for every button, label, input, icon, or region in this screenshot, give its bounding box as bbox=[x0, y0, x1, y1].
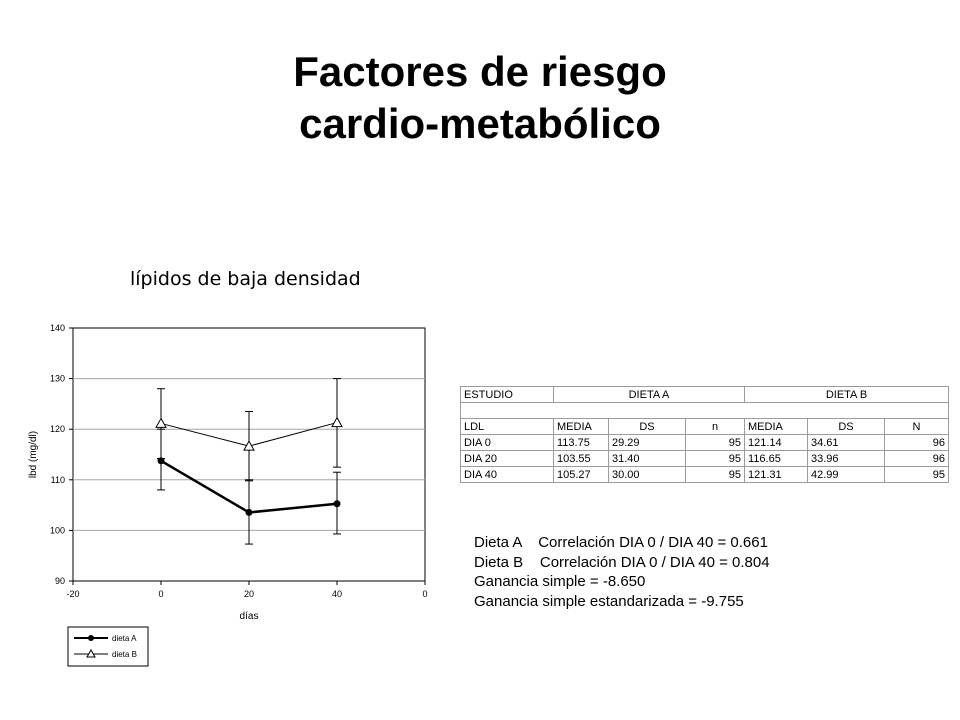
data-point-dieta-a bbox=[333, 500, 341, 508]
table-col-ds-b: DS bbox=[807, 418, 885, 435]
legend-marker-dieta-b bbox=[86, 648, 96, 658]
table-header-row: ESTUDIO DIETA A DIETA B bbox=[460, 386, 949, 403]
table-cell: 103.55 bbox=[553, 450, 609, 467]
table-cell: 31.40 bbox=[608, 450, 686, 467]
table-column-row: LDL MEDIA DS n MEDIA DS N bbox=[460, 418, 949, 435]
x-tick-label: 0 bbox=[158, 589, 163, 599]
y-tick-label: 100 bbox=[50, 525, 65, 535]
legend-label: dieta B bbox=[112, 650, 137, 659]
x-tick-label: 0 bbox=[422, 589, 427, 599]
y-tick-label: 120 bbox=[50, 424, 65, 434]
table-cell: DIA 0 bbox=[460, 434, 554, 451]
table-cell: 95 bbox=[884, 466, 949, 483]
y-axis-title: lbd (mg/dl) bbox=[28, 431, 39, 478]
table-header-dieta-b: DIETA B bbox=[744, 386, 949, 403]
y-tick-label: 140 bbox=[50, 323, 65, 333]
data-point-dieta-a bbox=[157, 457, 165, 465]
table-cell: 30.00 bbox=[608, 466, 686, 483]
table-col-ds-a: DS bbox=[608, 418, 686, 435]
legend-label: dieta A bbox=[112, 634, 137, 643]
table-row: DIA 0 113.75 29.29 95 121.14 34.61 96 bbox=[460, 434, 949, 451]
table-cell: 121.14 bbox=[744, 434, 808, 451]
chart-title: lípidos de baja densidad bbox=[130, 268, 361, 290]
slide-title-line-1: Factores de riesgo bbox=[293, 48, 667, 95]
x-axis-title: días bbox=[240, 611, 259, 622]
table-col-ldl: LDL bbox=[460, 418, 554, 435]
ldl-summary-table: ESTUDIO DIETA A DIETA B LDL MEDIA DS n M… bbox=[460, 386, 949, 483]
data-point-dieta-b bbox=[155, 417, 167, 428]
table-col-n-b: N bbox=[884, 418, 949, 435]
x-tick-label: 20 bbox=[244, 589, 254, 599]
table-header-estudio: ESTUDIO bbox=[460, 386, 554, 403]
stats-line-ganancia: Ganancia simple = -8.650 bbox=[474, 573, 646, 590]
table-cell: DIA 40 bbox=[460, 466, 554, 483]
stats-line-dieta-b: Dieta B Correlación DIA 0 / DIA 40 = 0.8… bbox=[474, 553, 770, 571]
x-tick-label: -20 bbox=[66, 589, 79, 599]
table-cell: 29.29 bbox=[608, 434, 686, 451]
table-spacer-row bbox=[460, 402, 949, 419]
table-col-media-a: MEDIA bbox=[553, 418, 609, 435]
stats-line-dieta-a: Dieta A Correlación DIA 0 / DIA 40 = 0.6… bbox=[474, 534, 768, 551]
table-cell: DIA 20 bbox=[460, 450, 554, 467]
correlation-stats: Dieta A Correlación DIA 0 / DIA 40 = 0.6… bbox=[474, 533, 770, 611]
table-row: DIA 20 103.55 31.40 95 116.65 33.96 96 bbox=[460, 450, 949, 467]
data-point-dieta-a bbox=[245, 508, 253, 516]
table-col-media-b: MEDIA bbox=[744, 418, 808, 435]
table-cell: 96 bbox=[884, 434, 949, 451]
table-header-dieta-a: DIETA A bbox=[553, 386, 745, 403]
data-point-dieta-b bbox=[331, 416, 343, 428]
table-empty-cell bbox=[460, 402, 949, 419]
legend bbox=[67, 626, 149, 667]
table-cell: 113.75 bbox=[553, 434, 609, 451]
stats-line-ganancia-estandarizada: Ganancia simple estandarizada = -9.755 bbox=[474, 592, 744, 610]
table-cell: 95 bbox=[685, 434, 745, 451]
legend-marker-dieta-a bbox=[88, 635, 94, 641]
table-cell: 116.65 bbox=[744, 450, 808, 467]
table-cell: 95 bbox=[685, 450, 745, 467]
table-cell: 33.96 bbox=[807, 450, 885, 467]
table-cell: 121.31 bbox=[744, 466, 808, 483]
table-cell: 34.61 bbox=[807, 434, 885, 451]
table-cell: 105.27 bbox=[553, 466, 609, 483]
table-cell: 42.99 bbox=[807, 466, 885, 483]
y-tick-label: 90 bbox=[55, 576, 65, 586]
y-tick-label: 130 bbox=[50, 374, 65, 384]
x-tick-label: 40 bbox=[332, 589, 342, 599]
y-tick-label: 110 bbox=[51, 475, 65, 485]
slide-title-line-2: cardio-metabólico bbox=[299, 100, 661, 147]
table-row: DIA 40 105.27 30.00 95 121.31 42.99 95 bbox=[460, 466, 949, 483]
table-col-n-a: n bbox=[685, 418, 745, 435]
table-cell: 95 bbox=[685, 466, 745, 483]
table-cell: 96 bbox=[884, 450, 949, 467]
data-point-dieta-b bbox=[243, 440, 255, 451]
slide-title: Factores de riesgo cardio-metabólico bbox=[0, 46, 960, 150]
